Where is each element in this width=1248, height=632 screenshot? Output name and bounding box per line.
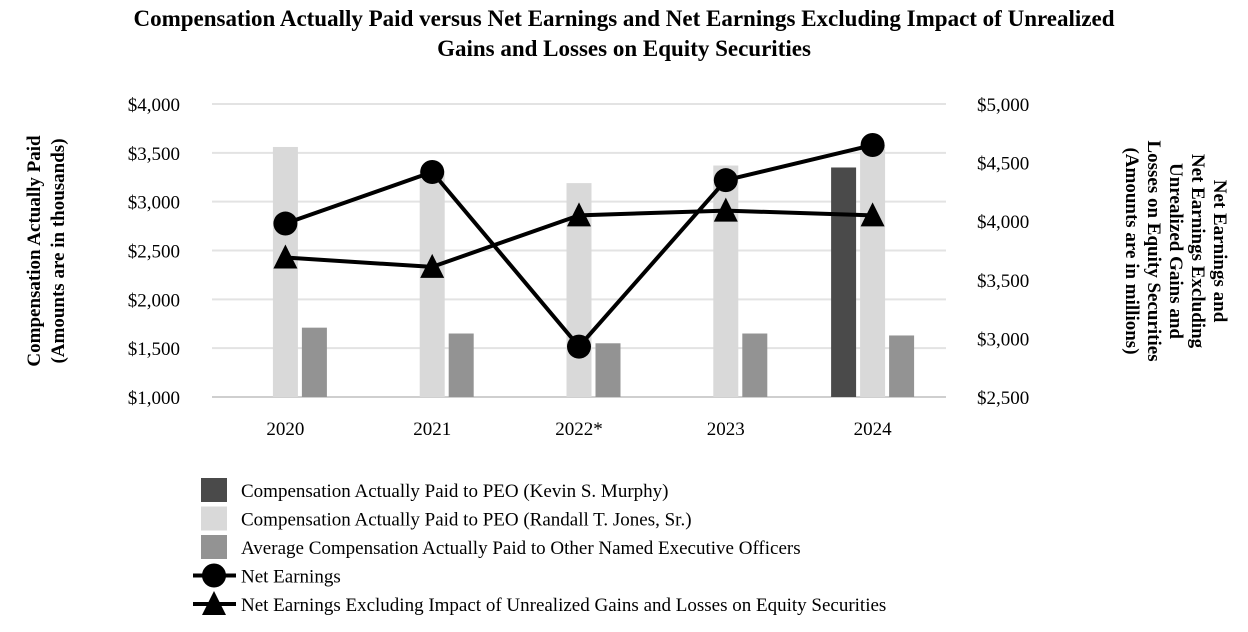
y-right-axis-title-line: Unrealized Gains and — [1165, 163, 1186, 339]
x-tick-label: 2021 — [413, 419, 451, 440]
lines — [273, 133, 885, 359]
net-earnings-point — [567, 334, 591, 359]
legend-label: Net Earnings — [241, 567, 341, 588]
y-left-tick-label: $2,500 — [128, 242, 180, 263]
bar-3 — [595, 343, 621, 397]
axes: $1,000 $1,500 $2,000 $2,500 $3,000 $3,500 $4,0… — [24, 95, 1230, 440]
y-right-tick-label: $3,500 — [977, 271, 1029, 292]
net-earnings-excl-point — [567, 202, 591, 227]
y-right-axis-title-line: Net Earnings Excluding — [1187, 154, 1208, 349]
y-right-axis-title-line: (Amounts are in millions) — [1121, 147, 1142, 354]
y-left-tick-label: $1,500 — [128, 339, 180, 360]
bar-2 — [419, 170, 445, 397]
net-earnings-point — [420, 159, 445, 184]
x-tick-label: 2023 — [707, 419, 745, 440]
x-tick-label: 2024 — [854, 419, 893, 440]
legend-label: Net Earnings Excluding Impact of Unreali… — [241, 595, 886, 616]
bars — [272, 145, 915, 397]
x-tick-label: 2022* — [555, 419, 603, 440]
net-earnings-point — [860, 133, 885, 158]
legend-label: Compensation Actually Paid to PEO (Randa… — [241, 510, 692, 531]
y-left-tick-label: $2,000 — [128, 290, 180, 311]
bar-3 — [742, 333, 768, 397]
y-right-tick-label: $4,000 — [977, 212, 1029, 233]
y-left-axis-title-line: Compensation Actually Paid — [24, 135, 45, 367]
y-right-axis-title-line: Net Earnings and — [1209, 180, 1230, 323]
chart-title: Compensation Actually Paid versus Net Ea… — [0, 4, 1248, 64]
y-right-tick-label: $2,500 — [977, 388, 1029, 409]
bar-1 — [831, 167, 857, 397]
y-right-tick-label: $5,000 — [977, 95, 1029, 116]
y-left-tick-label: $1,000 — [128, 388, 180, 409]
legend-swatch — [201, 506, 227, 531]
chart-title-line-2: Gains and Losses on Equity Securities — [437, 36, 811, 61]
bar-2 — [860, 145, 886, 397]
y-left-axis-title-line: (Amounts are in thousands) — [48, 138, 69, 363]
x-tick-label: 2020 — [266, 419, 304, 440]
legend-marker-circle — [202, 563, 226, 588]
y-right-axis-title-line: Losses on Equity Securities — [1143, 140, 1164, 361]
y-right-axis-title: Net Earnings andNet Earnings ExcludingUn… — [1121, 140, 1230, 361]
chart-title-line-1: Compensation Actually Paid versus Net Ea… — [133, 6, 1115, 31]
net-earnings-excl-point — [420, 253, 445, 278]
y-left-axis-title: Compensation Actually Paid (Amounts are i… — [24, 135, 69, 367]
bar-3 — [448, 333, 474, 397]
net-earnings-excl-point — [713, 197, 738, 222]
net-earnings-excl-point — [273, 244, 298, 269]
legend-marker-triangle — [202, 591, 226, 615]
legend-swatch — [201, 535, 227, 559]
net-earnings-point — [713, 168, 738, 193]
y-right-tick-label: $3,000 — [977, 329, 1029, 350]
bar-2 — [272, 146, 298, 397]
bar-3 — [889, 335, 915, 397]
legend: Compensation Actually Paid to PEO (Kevin… — [193, 478, 886, 616]
net-earnings-point — [273, 211, 298, 236]
y-left-tick-label: $3,500 — [128, 144, 180, 165]
y-left-tick-label: $3,000 — [128, 193, 180, 214]
legend-swatch — [201, 478, 227, 502]
y-left-tick-label: $4,000 — [128, 95, 180, 116]
bar-3 — [301, 327, 327, 397]
y-right-tick-label: $4,500 — [977, 154, 1029, 175]
legend-label: Average Compensation Actually Paid to Ot… — [241, 538, 801, 559]
legend-label: Compensation Actually Paid to PEO (Kevin… — [241, 481, 668, 502]
net-earnings-excl-point — [860, 202, 885, 227]
